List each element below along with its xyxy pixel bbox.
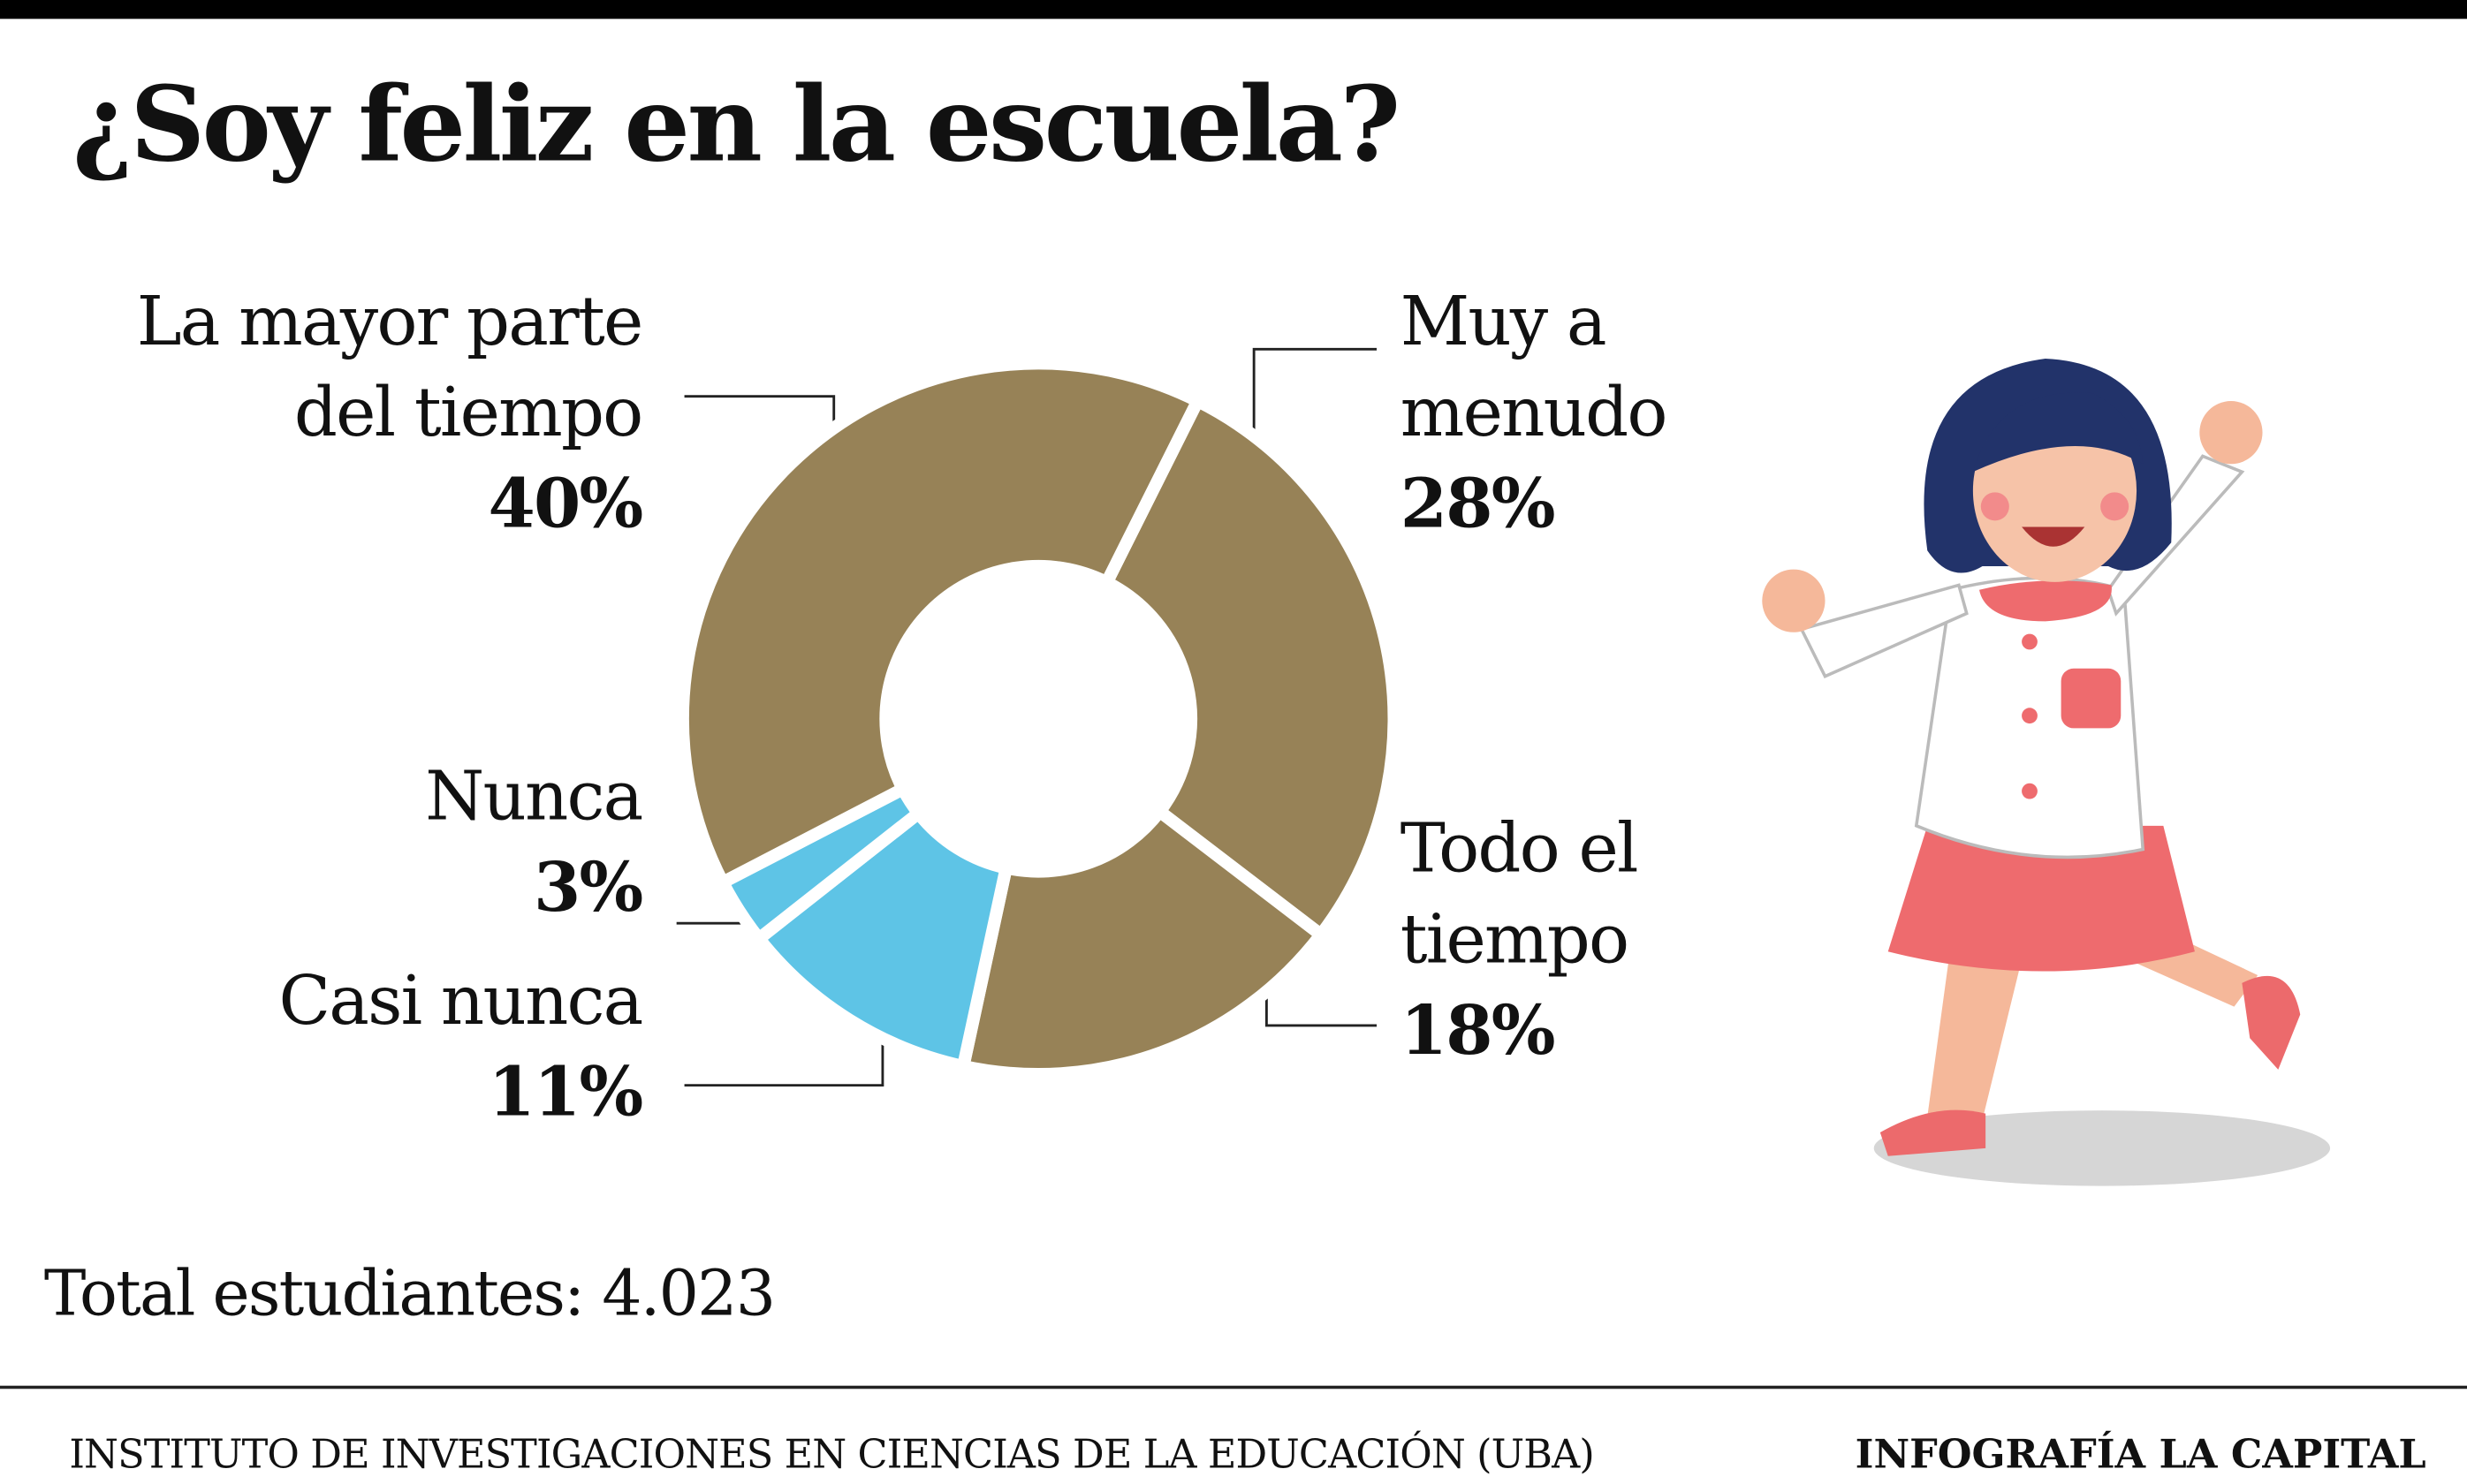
- donut-slice: [749, 804, 1014, 1074]
- donut-slice: [1097, 392, 1400, 944]
- slice-label: Nunca 3%: [170, 752, 643, 935]
- slice-label: Muy a menudo 28%: [1400, 276, 1715, 550]
- category-label: Nunca: [425, 758, 643, 837]
- slices: [676, 357, 1400, 1081]
- divider: [0, 1385, 2467, 1389]
- chart-title: ¿Soy feliz en la escuela?: [72, 63, 1400, 186]
- credit: INFOGRAFÍA LA CAPITAL: [1855, 1431, 2426, 1477]
- category-label: Casi nunca: [278, 962, 643, 1041]
- category-label: Muy a menudo: [1400, 283, 1668, 453]
- donut-slice: [676, 357, 1206, 891]
- total-note: Total estudiantes: 4.023: [43, 1258, 776, 1331]
- category-label: Todo el tiempo: [1400, 810, 1639, 980]
- value-label: 11%: [488, 1054, 644, 1133]
- value-label: 18%: [1400, 992, 1556, 1071]
- value-label: 3%: [534, 849, 643, 928]
- top-bar: [0, 0, 2467, 19]
- value-label: 28%: [1400, 466, 1556, 545]
- slice-label: Todo el tiempo 18%: [1400, 804, 1684, 1078]
- source: INSTITUTO DE INVESTIGACIONES EN CIENCIAS…: [69, 1431, 1594, 1477]
- value-label: 40%: [488, 466, 644, 545]
- slice-label: La mayor parte del tiempo 40%: [91, 276, 644, 550]
- category-label: La mayor parte del tiempo: [136, 283, 644, 453]
- illustration: [1762, 358, 2331, 1186]
- slice-label: Casi nunca 11%: [170, 957, 644, 1140]
- donut-slice: [955, 802, 1330, 1081]
